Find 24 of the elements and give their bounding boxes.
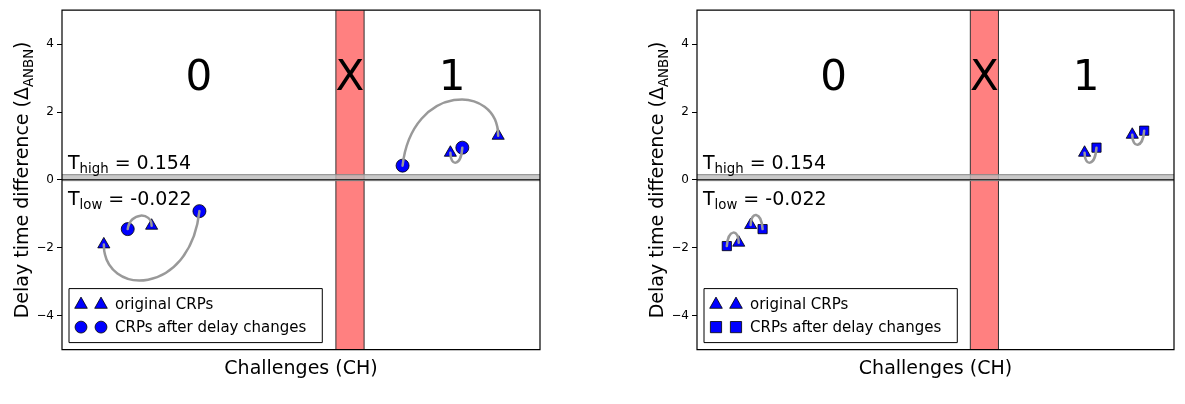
y-tick-label: 4 xyxy=(681,36,689,51)
annotation: 0 xyxy=(185,51,213,101)
y-tick-label: 0 xyxy=(46,172,54,187)
y-tick-label: 4 xyxy=(46,36,54,51)
legend-label: CRPs after delay changes xyxy=(115,317,307,336)
annotation: 0 xyxy=(820,51,848,101)
legend-label: original CRPs xyxy=(115,294,214,313)
y-tick-label: 0 xyxy=(681,172,689,187)
annotation: 1 xyxy=(438,51,466,101)
annotation: X xyxy=(335,51,365,101)
y-axis-title: Delay time difference (ΔANBN) xyxy=(10,41,36,319)
legend-label: CRPs after delay changes xyxy=(750,317,942,336)
annotation: 1 xyxy=(1072,51,1100,101)
x-axis-title: Challenges (CH) xyxy=(858,355,1013,378)
annotation: X xyxy=(970,51,999,101)
y-tick-label: 2 xyxy=(681,104,689,119)
y-tick-label: 2 xyxy=(46,104,54,119)
y-tick-label: −4 xyxy=(671,307,689,322)
y-tick-label: −4 xyxy=(36,307,54,322)
y-axis-title: Delay time difference (ΔANBN) xyxy=(645,41,671,319)
x-axis-title: Challenges (CH) xyxy=(224,355,378,378)
y-tick-label: −2 xyxy=(36,239,54,254)
y-tick-label: −2 xyxy=(671,239,689,254)
legend-label: original CRPs xyxy=(750,294,849,313)
